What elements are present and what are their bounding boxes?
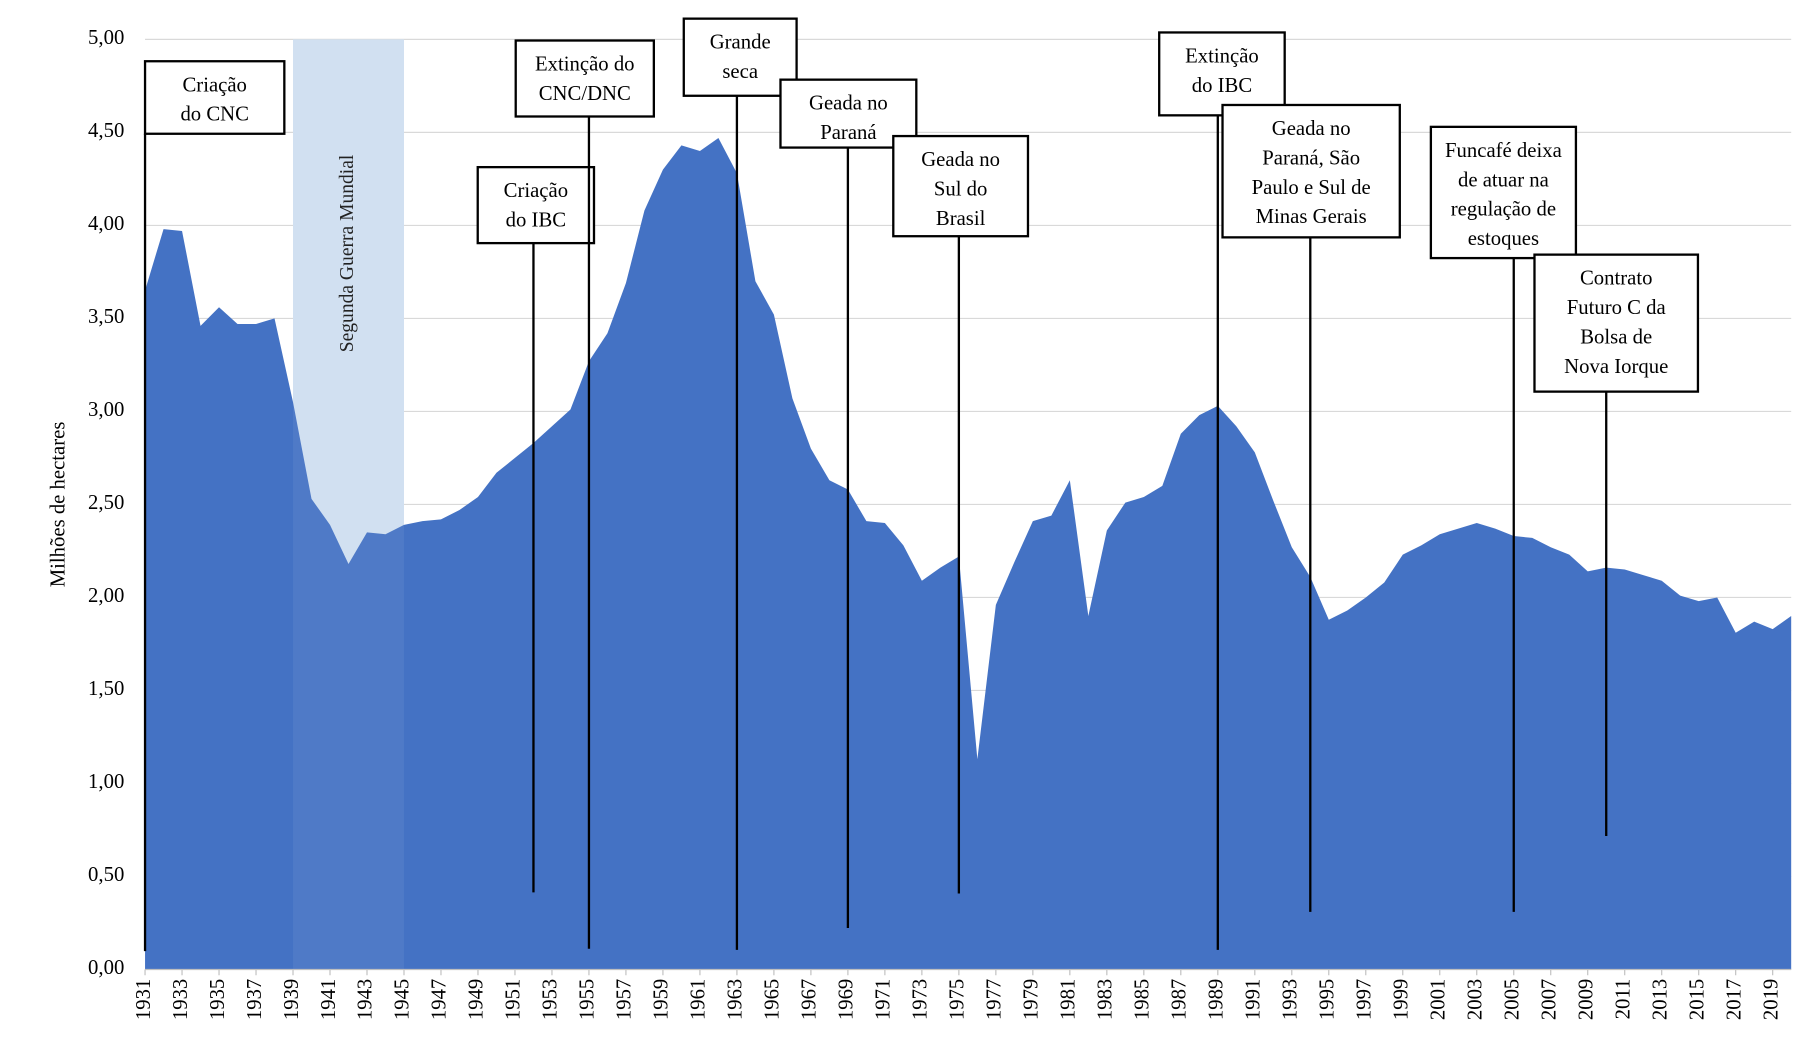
x-tick-label: 1967 xyxy=(799,979,821,1020)
x-tick-label: 1931 xyxy=(133,979,155,1020)
area xyxy=(145,137,1792,970)
annotation-text: Extinção do xyxy=(535,54,635,76)
x-tick-label: 1979 xyxy=(1021,979,1043,1020)
annotation-box xyxy=(143,60,286,135)
x-tick-label: 2005 xyxy=(1501,979,1523,1020)
x-tick-label: 1935 xyxy=(207,979,229,1020)
annotation-text: Nova Iorque xyxy=(1564,356,1668,378)
x-tick-label: 1987 xyxy=(1169,979,1191,1020)
x-tick-label: 1943 xyxy=(355,979,377,1020)
x-tick-label: 1991 xyxy=(1243,979,1265,1020)
annotation-text: estoques xyxy=(1468,228,1539,250)
annotation-text: Geada no xyxy=(921,149,1000,171)
x-tick-label: 1995 xyxy=(1317,979,1339,1020)
x-tick-label: 1975 xyxy=(947,979,969,1020)
annotation-box xyxy=(476,165,596,245)
x-tick-label: 1969 xyxy=(836,979,858,1020)
x-tick-label: 1957 xyxy=(614,979,636,1020)
x-tick-label: 1973 xyxy=(910,979,932,1020)
x-tick-label: 1937 xyxy=(244,979,266,1020)
x-tick-label: 1959 xyxy=(651,979,673,1020)
annotation-box xyxy=(1221,103,1401,239)
annotation-box xyxy=(1533,253,1700,393)
annotation-text: Futuro C da xyxy=(1567,297,1666,319)
annotation-box xyxy=(514,39,656,118)
x-tick-label: 2013 xyxy=(1649,979,1671,1020)
x-tick-label: 1939 xyxy=(281,979,303,1020)
x-tick-label: 1983 xyxy=(1095,979,1117,1020)
x-tick-label: 1963 xyxy=(725,979,747,1020)
x-tick-label: 1951 xyxy=(503,979,525,1020)
x-tick-label: 2003 xyxy=(1465,979,1487,1020)
annotation-text: Geada no xyxy=(809,93,888,115)
x-tick-label: 2015 xyxy=(1686,979,1708,1020)
annotation-text: Criação xyxy=(504,180,568,202)
y-tick-label: 2,50 xyxy=(88,492,124,514)
y-tick-label: 3,50 xyxy=(88,306,124,328)
x-tick-label: 1955 xyxy=(577,979,599,1020)
x-tick-label: 2001 xyxy=(1428,979,1450,1020)
y-tick-label: 1,50 xyxy=(88,678,124,700)
x-tick-label: 1953 xyxy=(540,979,562,1020)
x-tick-label: 1977 xyxy=(984,979,1006,1020)
x-tick-label: 1993 xyxy=(1280,979,1302,1020)
annotation-text: Funcafé deixa xyxy=(1445,140,1562,162)
annotation-text: Paraná, São xyxy=(1262,147,1360,169)
annotation-text: do CNC xyxy=(180,104,249,126)
annotation-text: regulação de xyxy=(1451,199,1556,221)
annotation-text: seca xyxy=(722,61,758,83)
x-tick-label: 1961 xyxy=(688,979,710,1020)
x-tick-label: 2009 xyxy=(1575,979,1597,1020)
annotation-text: Brasil xyxy=(936,208,986,230)
annotation-box xyxy=(682,17,798,97)
shaded-band-label: Segunda Guerra Mundial xyxy=(337,154,358,352)
y-tick-label: 5,00 xyxy=(88,27,124,49)
x-tick-label: 1985 xyxy=(1132,979,1154,1020)
annotation-box xyxy=(1158,31,1286,117)
y-tick-label: 2,00 xyxy=(88,585,124,607)
annotation-text: CNC/DNC xyxy=(539,83,631,105)
annotation-text: Paraná xyxy=(820,122,876,144)
x-tick-label: 2019 xyxy=(1760,979,1782,1020)
x-tick-label: 1945 xyxy=(392,979,414,1020)
x-tick-label: 2011 xyxy=(1612,979,1634,1020)
y-tick-label: 3,00 xyxy=(88,399,124,421)
y-tick-label: 0,50 xyxy=(88,864,124,886)
x-tick-label: 1965 xyxy=(762,979,784,1020)
annotation-text: de atuar na xyxy=(1458,169,1549,191)
x-tick-label: 1989 xyxy=(1206,979,1228,1020)
y-tick-label: 0,00 xyxy=(88,957,124,979)
x-tick-label: 1947 xyxy=(429,979,451,1020)
x-tick-label: 1949 xyxy=(466,979,488,1020)
annotation-text: Bolsa de xyxy=(1580,326,1652,348)
x-tick-label: 1971 xyxy=(873,979,895,1020)
annotation-text: do IBC xyxy=(1192,75,1252,97)
annotation-text: Extinção xyxy=(1185,46,1259,68)
annotation-text: Criação xyxy=(182,74,246,96)
annotation-box xyxy=(1429,125,1578,260)
y-axis-label: Milhões de hectares xyxy=(48,422,70,588)
y-tick-label: 4,00 xyxy=(88,213,124,235)
annotation-text: Grande xyxy=(710,32,771,54)
annotation-text: Contrato xyxy=(1580,268,1653,290)
x-tick-label: 1941 xyxy=(318,979,340,1020)
shaded-band-tint xyxy=(293,39,404,970)
y-tick-label: 4,50 xyxy=(88,120,124,142)
annotation-box xyxy=(892,134,1030,238)
x-tick-label: 1933 xyxy=(170,979,192,1020)
x-tick-label: 2017 xyxy=(1723,979,1745,1020)
annotation-text: Geada no xyxy=(1272,118,1351,140)
x-tick-label: 2007 xyxy=(1538,979,1560,1020)
annotation-text: Sul do xyxy=(934,178,988,200)
x-tick-label: 1999 xyxy=(1391,979,1413,1020)
y-tick-label: 1,00 xyxy=(88,771,124,793)
annotation-text: Paulo e Sul de xyxy=(1252,177,1371,199)
annotation-text: Minas Gerais xyxy=(1256,206,1367,228)
annotation-text: do IBC xyxy=(506,210,566,232)
x-tick-label: 1997 xyxy=(1354,979,1376,1020)
x-tick-label: 1981 xyxy=(1058,979,1080,1020)
